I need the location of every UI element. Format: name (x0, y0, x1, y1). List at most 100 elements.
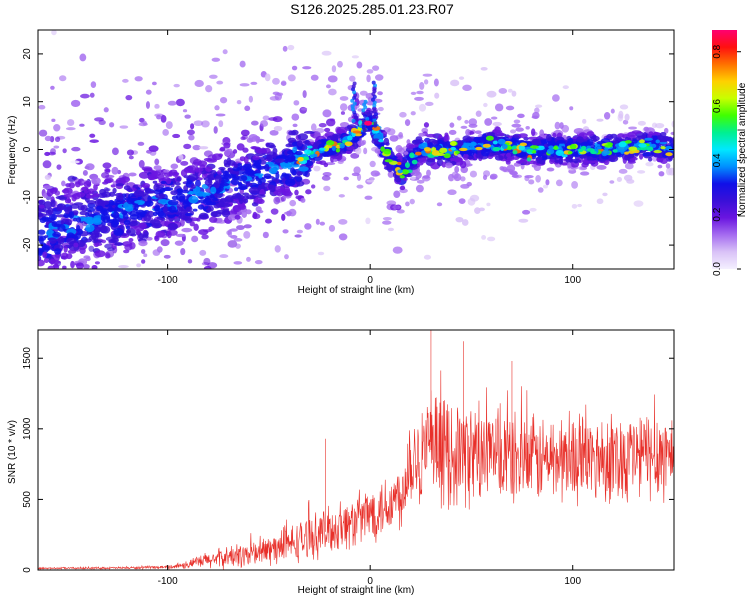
spectrogram-hotspot (602, 149, 610, 156)
spectrogram-cell (108, 239, 117, 244)
spectrogram-cell (146, 210, 155, 218)
spectrogram-cell (42, 209, 51, 213)
spectrogram-cell (239, 83, 250, 87)
spectrogram-cell (209, 194, 216, 198)
spectrogram-cell (288, 208, 297, 217)
spectrogram-cell (302, 140, 311, 144)
spectrogram-cell (56, 164, 62, 170)
spectrogram-cell (546, 167, 555, 172)
spectrogram-streak (373, 123, 378, 128)
snr-y-tick-label: 1500 (22, 347, 33, 370)
spectrogram-cell (51, 220, 57, 227)
spectrogram-cell (317, 251, 325, 256)
spectrogram-cell (67, 198, 72, 204)
spectrogram-cell (39, 217, 47, 223)
spectrogram-hotspot (443, 153, 451, 159)
spectrogram-cell (665, 167, 673, 176)
spectrogram-cell (671, 120, 674, 128)
spectrogram-cell (276, 188, 286, 193)
spectrogram-cell (328, 224, 336, 232)
snr-frame (37, 329, 675, 571)
spectrogram-cell (128, 172, 137, 177)
spectrogram-hotspot (352, 130, 362, 134)
spectrogram-cell (94, 261, 100, 265)
spectrogram-cell (194, 179, 202, 188)
spectrogram-cell (231, 193, 242, 200)
spectrogram-hotspot (624, 140, 632, 144)
spectrogram-cell (311, 184, 316, 189)
spectrogram-cell (71, 146, 81, 152)
spectrogram-hotspot (555, 149, 565, 156)
spectrogram-cell (38, 213, 48, 217)
spectrogram-cell (204, 179, 213, 186)
spectrogram-cell (59, 75, 67, 82)
spectrogram-cell (370, 170, 380, 177)
spectrogram-cell (576, 136, 584, 144)
spectrogram-cell (237, 174, 248, 182)
spectrogram-cell (386, 200, 397, 206)
spectrogram-cell (627, 160, 636, 164)
spectrogram-cell (403, 177, 408, 181)
spectrogram-hotspot (655, 139, 660, 144)
spectrogram-cell (425, 101, 434, 107)
spectrogram-cell (100, 239, 107, 244)
spectrogram-cell (382, 217, 392, 221)
spectrogram-cell (294, 234, 302, 238)
spectrogram-hotspot (450, 146, 456, 151)
spectrogram-hotspot (529, 145, 539, 149)
spectrogram-streak (371, 80, 376, 85)
spectrogram-y-tick-label: 20 (22, 48, 33, 60)
spectrogram-cell (554, 159, 560, 163)
spectrogram-cell (645, 162, 654, 167)
spectrogram-cell (302, 90, 307, 98)
spectrogram-cell (562, 85, 569, 90)
spectrogram-cell (138, 222, 147, 229)
spectrogram-cell (618, 168, 628, 174)
spectrogram-cell (188, 195, 199, 204)
spectrogram-cell (91, 265, 98, 269)
spectrogram-cell (418, 103, 427, 112)
spectrogram-cell (214, 174, 222, 183)
spectrogram-streak (372, 100, 377, 105)
spectrogram-cell (109, 122, 115, 128)
spectrogram-hotspot (463, 142, 472, 147)
spectrogram-cell (624, 113, 630, 121)
spectrogram-cell (321, 152, 330, 157)
spectrogram-cell (168, 205, 177, 213)
snr-x-tick-label: 0 (367, 576, 373, 587)
spectrogram-cell (167, 100, 177, 106)
spectrogram-cell (44, 174, 52, 180)
spectrogram-cell (46, 188, 54, 197)
spectrogram-cell (558, 158, 564, 165)
spectrogram-cell (130, 225, 138, 229)
spectrogram-cell (178, 214, 186, 220)
spectrogram-hotspot (344, 141, 353, 147)
spectrogram-cell (199, 249, 207, 256)
spectrogram-cell (105, 188, 111, 192)
spectrogram-cell (98, 224, 106, 231)
spectrogram-cell (42, 185, 53, 190)
spectrogram-cell (319, 160, 327, 166)
spectrogram-cell (151, 81, 157, 86)
spectrogram-cell (434, 92, 440, 99)
spectrogram-cell (399, 111, 407, 118)
spectrogram-cell (235, 243, 241, 249)
spectrogram-cell (38, 129, 48, 137)
spectrogram-cell (134, 200, 146, 204)
spectrogram-cell (246, 182, 253, 187)
spectrogram-cell (192, 208, 198, 212)
spectrogram-cell (494, 103, 504, 112)
spectrogram-cell (535, 104, 543, 108)
colorbar: 0.0 0.2 0.4 0.6 0.8 Normalized spectral ampl… (712, 30, 748, 276)
spectrogram-cell (145, 101, 150, 109)
spectrogram-cell (671, 137, 674, 144)
spectrogram-cell (487, 236, 496, 242)
spectrogram-cell (68, 234, 76, 238)
spectrogram-cell (126, 149, 135, 156)
spectrogram-cell (294, 189, 299, 196)
snr-x-tick-label: 100 (564, 576, 581, 587)
spectrogram-cell (82, 170, 88, 176)
spectrogram-cell (313, 165, 321, 172)
spectrogram-cell (84, 189, 89, 194)
spectrogram-cell (459, 160, 467, 169)
